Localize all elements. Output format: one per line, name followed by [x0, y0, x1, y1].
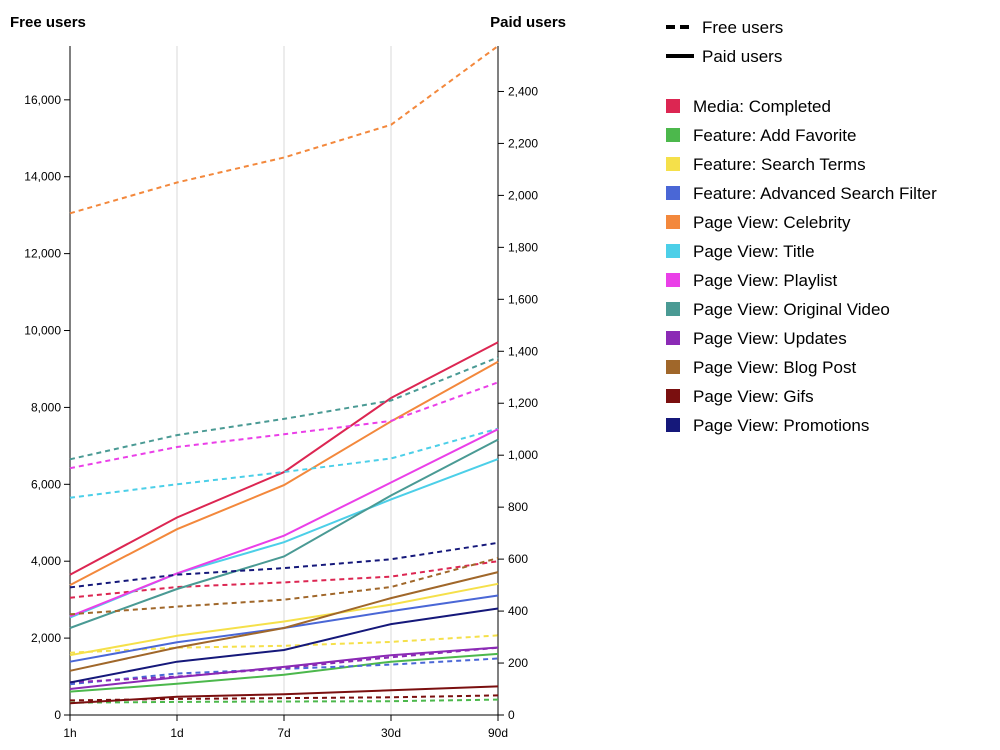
x-axis: 1h 1d 7d 30d 90d — [63, 714, 508, 740]
left-tick-label: 14,000 — [24, 170, 61, 184]
legend-style-label: Free users — [702, 18, 783, 37]
legend-series-label: Feature: Advanced Search Filter — [693, 184, 937, 203]
right-tick-label: 1,600 — [508, 292, 538, 306]
series-line-free-page-view-title — [69, 427, 499, 499]
left-tick-label: 6,000 — [31, 477, 61, 491]
legend-style-label: Paid users — [702, 47, 782, 66]
legend-series-label: Page View: Original Video — [693, 300, 890, 319]
series-line-paid-page-view-original-video — [69, 438, 499, 629]
legend-color-swatch — [666, 331, 680, 345]
left-tick-label: 10,000 — [24, 324, 61, 338]
left-tick-label: 4,000 — [31, 554, 61, 568]
series-line-paid-feature-add-favorite — [69, 652, 499, 693]
grid — [176, 46, 392, 715]
legend-color-swatch — [666, 244, 680, 258]
left-tick-label: 2,000 — [31, 631, 61, 645]
x-tick-label: 90d — [488, 726, 508, 740]
legend-color-swatch — [666, 273, 680, 287]
legend-series-label: Page View: Promotions — [693, 416, 869, 435]
x-tick-label: 7d — [277, 726, 290, 740]
legend-series-label: Page View: Blog Post — [693, 358, 856, 377]
right-tick-label: 800 — [508, 500, 528, 514]
right-tick-label: 400 — [508, 604, 528, 618]
series-line-free-page-view-playlist — [69, 381, 499, 470]
left-tick-label: 0 — [54, 708, 61, 722]
legend-color-swatch — [666, 215, 680, 229]
legend-series-label: Page View: Updates — [693, 329, 847, 348]
legend-series-label: Media: Completed — [693, 97, 831, 116]
series-lines — [69, 45, 499, 705]
legend-color-swatch — [666, 157, 680, 171]
left-axis-title: Free users — [10, 14, 86, 31]
right-tick-label: 2,400 — [508, 84, 538, 98]
right-tick-label: 1,200 — [508, 396, 538, 410]
series-line-paid-media-completed — [69, 341, 499, 576]
legend-color-swatch — [666, 186, 680, 200]
series-line-free-page-view-celebrity — [69, 45, 499, 215]
left-tick-label: 16,000 — [24, 93, 61, 107]
legend-color-swatch — [666, 360, 680, 374]
right-axis-title: Paid users — [490, 14, 566, 31]
right-y-axis: Paid users 0 200 400 600 800 1,000 1,200 1,400 1… — [490, 14, 566, 722]
legend-color-swatch — [666, 302, 680, 316]
series-line-paid-feature-search-terms — [69, 582, 499, 657]
legend-series-label: Feature: Add Favorite — [693, 126, 856, 145]
series-line-paid-page-view-playlist — [69, 428, 499, 618]
legend-color-swatch — [666, 128, 680, 142]
right-tick-label: 600 — [508, 552, 528, 566]
legend-series-label: Page View: Playlist — [693, 271, 838, 290]
legend-series-label: Page View: Celebrity — [693, 213, 851, 232]
right-tick-label: 2,000 — [508, 188, 538, 202]
left-tick-label: 12,000 — [24, 247, 61, 261]
left-tick-label: 8,000 — [31, 400, 61, 414]
left-y-axis: Free users 0 2,000 4,000 6,000 8,000 10,000 12… — [10, 14, 86, 722]
series-line-paid-page-view-blog-post — [69, 571, 499, 672]
series-line-paid-page-view-celebrity — [69, 360, 499, 586]
series-line-paid-page-view-gifs — [69, 685, 499, 705]
x-tick-label: 30d — [381, 726, 401, 740]
right-tick-label: 0 — [508, 708, 515, 722]
series-line-paid-page-view-promotions — [69, 607, 499, 684]
series-line-free-page-view-original-video — [69, 356, 499, 461]
right-tick-label: 1,800 — [508, 240, 538, 254]
legend-color-swatch — [666, 99, 680, 113]
right-tick-label: 2,200 — [508, 136, 538, 150]
right-tick-label: 200 — [508, 656, 528, 670]
legend-series-label: Page View: Title — [693, 242, 815, 261]
series-line-paid-page-view-updates — [69, 646, 499, 690]
legend-series-label: Page View: Gifs — [693, 387, 814, 406]
right-tick-label: 1,000 — [508, 448, 538, 462]
legend-color-swatch — [666, 389, 680, 403]
legend-color-swatch — [666, 418, 680, 432]
legend-series-label: Feature: Search Terms — [693, 155, 866, 174]
right-tick-label: 1,400 — [508, 344, 538, 358]
x-tick-label: 1h — [63, 726, 76, 740]
legend: Free users Paid users Media: Completed Feat… — [666, 18, 937, 435]
x-tick-label: 1d — [170, 726, 183, 740]
